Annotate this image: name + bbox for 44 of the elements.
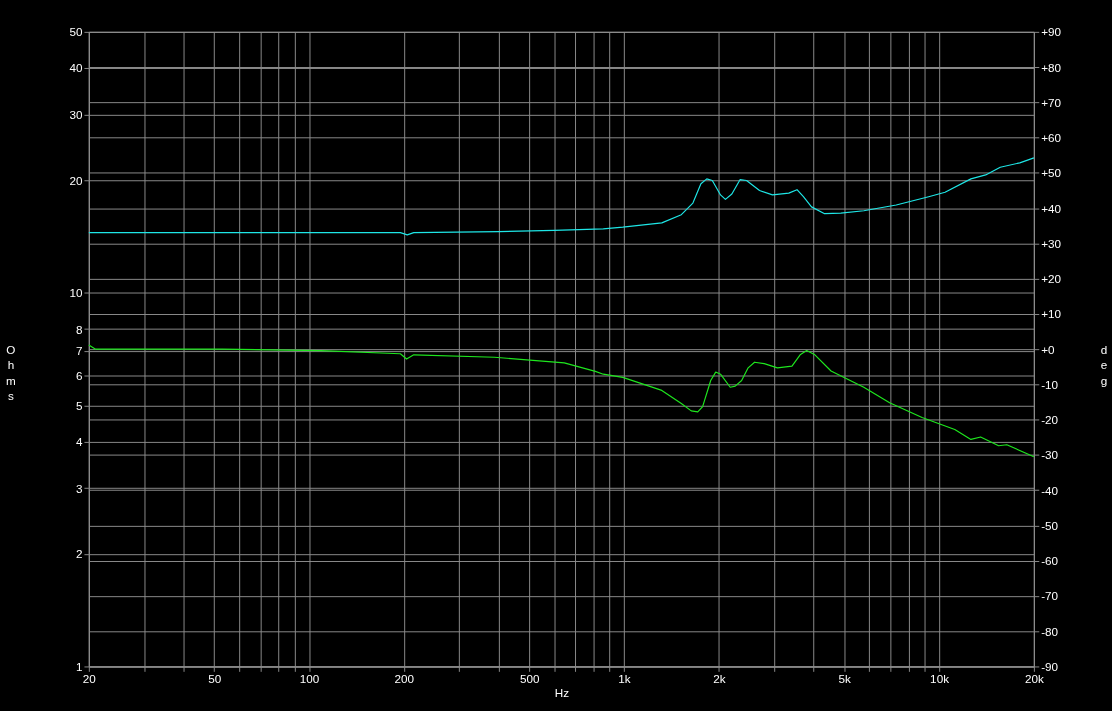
- y2-tick-label: -80: [1041, 624, 1059, 638]
- y-tick-label: 50: [69, 25, 83, 39]
- y-tick-label: 30: [69, 108, 83, 122]
- x-tick-label: 500: [519, 671, 540, 685]
- x-tick-label: 2k: [713, 671, 726, 685]
- y-tick-label: 7: [75, 344, 83, 358]
- y-tick-label: 8: [75, 322, 83, 336]
- x-tick-label: 20k: [1024, 671, 1044, 685]
- y2-tick-label: -70: [1041, 589, 1059, 603]
- x-tick-label: 10k: [930, 671, 950, 685]
- y-tick-label: 10: [69, 286, 83, 300]
- y2-tick-label: +0: [1041, 342, 1056, 356]
- y2-tick-label: -10: [1041, 377, 1059, 391]
- x-tick-label: 200: [394, 671, 415, 685]
- y-tick-label: 5: [75, 398, 83, 412]
- x-axis-title: Hz: [554, 686, 570, 700]
- y2-axis-title: deg: [1100, 342, 1108, 387]
- y2-tick-label: +90: [1041, 25, 1062, 39]
- y-tick-label: 6: [75, 369, 83, 383]
- y-tick-label: 2: [75, 547, 83, 561]
- y2-tick-label: -40: [1041, 483, 1059, 497]
- y2-tick-label: +70: [1041, 95, 1062, 109]
- y2-tick-label: +50: [1041, 166, 1062, 180]
- y2-tick-label: +30: [1041, 236, 1062, 250]
- y-tick-label: 3: [75, 481, 83, 495]
- y2-tick-label: -90: [1041, 659, 1059, 673]
- y2-tick-label: -60: [1041, 554, 1059, 568]
- x-tick-label: 1k: [618, 671, 631, 685]
- y-tick-label: 1: [75, 659, 83, 673]
- y2-tick-label: +20: [1041, 272, 1062, 286]
- y2-tick-label: +10: [1041, 307, 1062, 321]
- x-tick-label: 50: [208, 671, 222, 685]
- y-tick-label: 4: [75, 434, 83, 448]
- y-tick-label: 40: [69, 61, 83, 75]
- y2-tick-label: -20: [1041, 413, 1059, 427]
- y2-tick-label: +60: [1041, 131, 1062, 145]
- x-tick-label: 5k: [838, 671, 852, 685]
- y2-tick-label: -50: [1041, 518, 1059, 532]
- y2-tick-label: +80: [1041, 60, 1062, 74]
- x-tick-label: 100: [299, 671, 320, 685]
- y2-tick-label: +40: [1041, 201, 1062, 215]
- y-tick-label: 20: [69, 173, 83, 187]
- y2-tick-label: -30: [1041, 448, 1059, 462]
- y-axis-title: Ohms: [6, 342, 16, 403]
